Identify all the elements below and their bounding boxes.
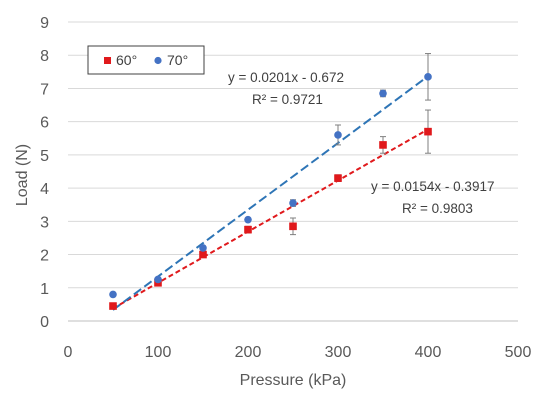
point-70-50 bbox=[109, 290, 117, 299]
y-tick-label-4: 4 bbox=[40, 181, 49, 198]
legend-marker-60 bbox=[104, 57, 111, 64]
y-tick-label-6: 6 bbox=[40, 115, 49, 132]
y-tick-label-5: 5 bbox=[40, 148, 49, 165]
x-tick-label-100: 100 bbox=[145, 344, 172, 361]
point-70-100 bbox=[154, 275, 162, 284]
y-axis-title: Load (N) bbox=[14, 144, 31, 206]
x-tick-labels: 0 100 200 300 400 500 bbox=[64, 344, 532, 361]
y-tick-label-1: 1 bbox=[40, 281, 49, 298]
point-70-300 bbox=[334, 131, 342, 139]
x-tick-label-0: 0 bbox=[64, 344, 73, 361]
r2-70-text: R² = 0.9721 bbox=[252, 92, 323, 107]
legend-label-70: 70° bbox=[167, 52, 188, 68]
x-tick-label-500: 500 bbox=[505, 344, 532, 361]
equation-70: y = 0.0201x - 0.672 R² = 0.9721 bbox=[228, 70, 344, 107]
point-60-350 bbox=[379, 141, 387, 149]
x-tick-label-400: 400 bbox=[415, 344, 442, 361]
y-tick-label-9: 9 bbox=[40, 15, 49, 32]
legend-label-60: 60° bbox=[116, 52, 137, 68]
point-70-150 bbox=[199, 244, 207, 252]
r2-60-text: R² = 0.9803 bbox=[402, 201, 473, 216]
equation-60-text: y = 0.0154x - 0.3917 bbox=[371, 179, 494, 194]
legend-marker-70 bbox=[154, 56, 162, 65]
point-60-300 bbox=[334, 174, 342, 182]
equation-70-text: y = 0.0201x - 0.672 bbox=[228, 70, 344, 85]
equation-60: y = 0.0154x - 0.3917 R² = 0.9803 bbox=[371, 179, 494, 216]
x-tick-label-200: 200 bbox=[235, 344, 262, 361]
grid bbox=[68, 21, 518, 289]
y-tick-label-0: 0 bbox=[40, 314, 49, 331]
y-tick-label-7: 7 bbox=[40, 81, 49, 98]
x-tick-label-300: 300 bbox=[325, 344, 352, 361]
trendline-70 bbox=[112, 75, 429, 311]
trendline-60 bbox=[112, 128, 429, 310]
data-points bbox=[109, 73, 432, 310]
y-tick-label-2: 2 bbox=[40, 248, 49, 265]
y-tick-labels: 0 1 2 3 4 5 6 7 8 9 bbox=[40, 15, 49, 331]
trendlines bbox=[112, 75, 429, 311]
point-60-150 bbox=[199, 250, 207, 259]
point-60-400 bbox=[424, 127, 432, 136]
point-60-250 bbox=[289, 222, 297, 231]
point-70-400 bbox=[424, 73, 432, 81]
point-60-50 bbox=[109, 302, 117, 310]
y-tick-label-3: 3 bbox=[40, 214, 49, 231]
y-tick-label-8: 8 bbox=[40, 48, 49, 65]
legend: 60° 70° bbox=[87, 45, 205, 75]
point-70-350 bbox=[379, 89, 387, 98]
point-70-250 bbox=[289, 199, 297, 207]
x-axis-title: Pressure (kPa) bbox=[240, 372, 347, 389]
point-70-200 bbox=[244, 215, 252, 224]
point-60-200 bbox=[244, 225, 252, 234]
